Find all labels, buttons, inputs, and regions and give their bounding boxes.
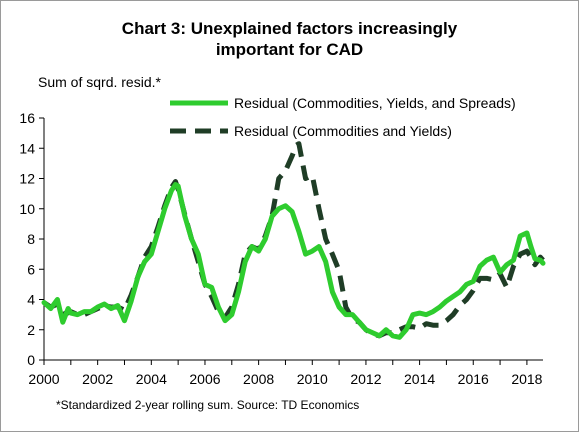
legend-item-commodities-yields: Residual (Commodities and Yields) xyxy=(170,123,452,139)
y-tick-label: 10 xyxy=(19,201,35,217)
y-tick-label: 12 xyxy=(19,171,35,187)
x-tick-label: 2000 xyxy=(28,371,59,387)
x-tick-label: 2006 xyxy=(189,371,220,387)
legend: Residual (Commodities, Yields, and Sprea… xyxy=(170,95,516,139)
y-tick-label: 0 xyxy=(27,352,35,368)
y-tick-label: 14 xyxy=(19,140,35,156)
legend-label: Residual (Commodities, Yields, and Sprea… xyxy=(234,95,516,111)
legend-item-commodities-yields-spreads: Residual (Commodities, Yields, and Sprea… xyxy=(170,95,516,111)
x-tick-label: 2008 xyxy=(243,371,274,387)
x-tick-label: 2016 xyxy=(458,371,489,387)
series-line-commodities-yields-spreads xyxy=(41,182,546,340)
y-tick-label: 4 xyxy=(27,292,35,308)
legend-label: Residual (Commodities and Yields) xyxy=(234,123,452,139)
chart-title: Chart 3: Unexplained factors increasingl… xyxy=(0,18,579,60)
y-tick-label: 8 xyxy=(27,231,35,247)
x-tick-label: 2002 xyxy=(82,371,113,387)
axes: 0 2 4 6 8 10 12 14 16 2000 2002 2004 2006 2008 2010 201… xyxy=(19,110,543,387)
chart-title-line-2: important for CAD xyxy=(215,40,364,59)
y-tick-label: 2 xyxy=(27,322,35,338)
series-layer xyxy=(41,141,546,340)
x-tick-label: 2012 xyxy=(350,371,381,387)
y-axis-label: Sum of sqrd. resid.* xyxy=(38,74,161,90)
x-tick-label: 2018 xyxy=(511,371,542,387)
chart-title-line-1: Chart 3: Unexplained factors increasingl… xyxy=(121,19,458,38)
x-tick-label: 2014 xyxy=(404,371,435,387)
x-tick-label: 2010 xyxy=(297,371,328,387)
y-tick-label: 6 xyxy=(27,261,35,277)
chart-footnote: *Standardized 2-year rolling sum. Source… xyxy=(56,398,360,412)
y-tick-label: 16 xyxy=(19,110,35,126)
x-tick-label: 2004 xyxy=(136,371,167,387)
